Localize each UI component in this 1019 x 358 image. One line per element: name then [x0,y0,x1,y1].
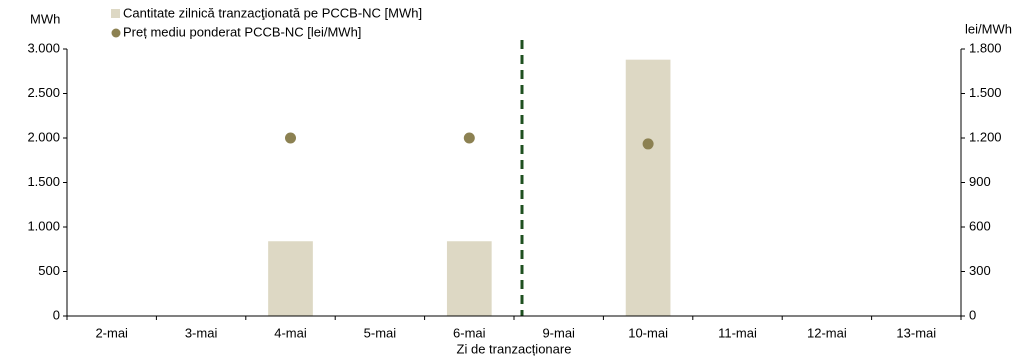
x-tick-label: 4-mai [274,325,307,340]
y2-tick-label: 300 [969,263,991,278]
x-tick-label: 3-mai [185,325,218,340]
legend-swatch [111,9,120,18]
legend-label: Preț mediu ponderat PCCB-NC [lei/MWh] [123,24,361,39]
y2-axis-title: lei/MWh [965,21,1012,36]
y-tick-label: 2.000 [27,129,60,144]
legend-label: Cantitate zilnică tranzacţionată pe PCCB… [123,5,422,20]
y-tick-label: 1.500 [27,174,60,189]
x-tick-label: 10-mai [628,325,668,340]
y2-tick-label: 1.200 [969,129,1002,144]
x-axis-title: Zi de tranzacționare [457,341,572,356]
y2-tick-label: 0 [969,307,976,322]
x-tick-label: 11-mai [718,325,757,340]
bar [446,241,492,316]
y2-tick-label: 1.500 [969,85,1002,100]
x-tick-label: 6-mai [453,325,486,340]
x-tick-label: 12-mai [807,325,847,340]
y2-tick-label: 900 [969,174,991,189]
y-axis-title: MWh [30,11,60,26]
x-tick-label: 9-mai [542,325,575,340]
y-tick-label: 0 [53,307,60,322]
y-tick-label: 2.500 [27,85,60,100]
x-tick-label: 13-mai [896,325,936,340]
y-tick-label: 500 [38,263,60,278]
x-tick-label: 5-mai [364,325,397,340]
y-tick-label: 3.000 [27,40,60,55]
point [463,132,475,144]
point [642,138,654,150]
y2-tick-label: 1.800 [969,40,1002,55]
y2-tick-label: 600 [969,218,991,233]
x-tick-label: 2-mai [95,325,128,340]
bar [268,241,313,316]
legend-swatch [111,28,121,38]
point [285,132,296,144]
y-tick-label: 1.000 [27,218,60,233]
bar [625,59,671,317]
